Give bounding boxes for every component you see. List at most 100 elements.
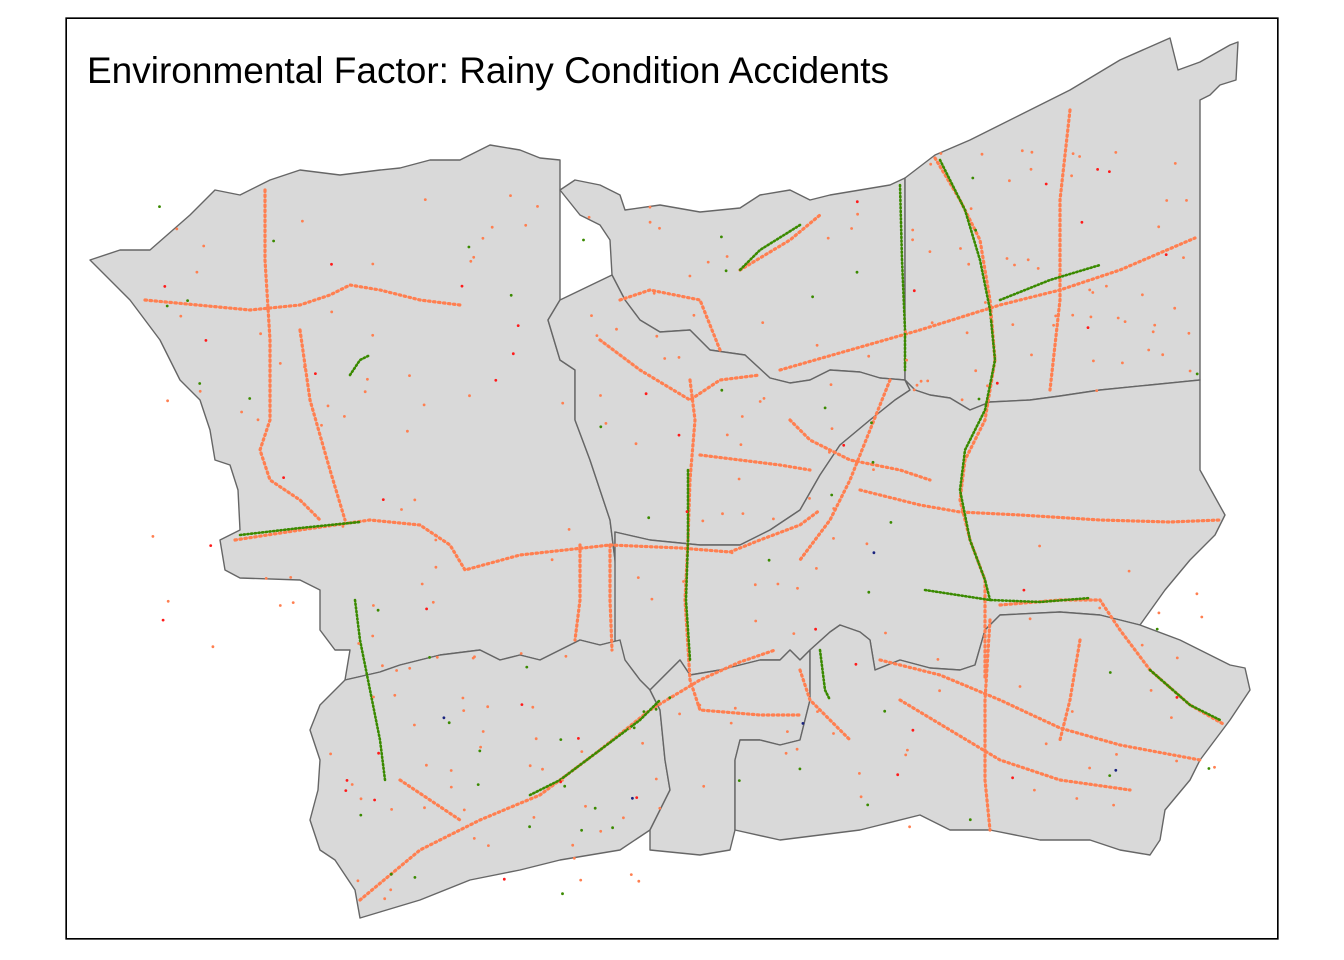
accident-point [240, 410, 244, 414]
accident-point [632, 726, 636, 730]
accident-point [965, 331, 969, 335]
accident-point [408, 666, 412, 670]
accident-point [541, 767, 544, 771]
accident-point [798, 767, 802, 771]
accident-point [435, 655, 439, 659]
accident-point [423, 198, 427, 202]
accident-point [938, 689, 941, 693]
accident-point [371, 634, 375, 638]
corridor-west-2 [298, 328, 347, 522]
accident-point [663, 357, 667, 360]
accident-point [692, 313, 696, 317]
accident-point [936, 658, 940, 661]
corridor-ne-diag [778, 236, 1197, 372]
accident-point [811, 295, 814, 299]
accident-point [720, 388, 724, 392]
accident-point [629, 873, 633, 876]
accident-point [449, 785, 453, 789]
accident-point [166, 599, 170, 603]
accident-point [291, 601, 295, 604]
accident-point [739, 443, 743, 446]
accident-point [1188, 369, 1192, 373]
corridor-green-nc [738, 223, 802, 272]
accident-point [363, 390, 367, 394]
corridor-ne-2 [1048, 108, 1072, 392]
accident-point [904, 330, 907, 334]
accident-point [372, 604, 375, 607]
corridor-sw-2 [398, 778, 462, 822]
accident-point [628, 727, 632, 730]
accident-point [1173, 306, 1177, 310]
accident-point [912, 388, 916, 392]
corridor-west-north [143, 283, 462, 312]
accident-point [1108, 671, 1112, 674]
accident-point [259, 332, 262, 336]
accident-point [198, 389, 202, 393]
accident-point [974, 369, 978, 373]
accident-point [1141, 293, 1144, 297]
accident-point [870, 421, 873, 425]
accident-point [911, 238, 914, 242]
accident-point [329, 752, 332, 756]
corridor-central-e [788, 418, 932, 482]
accident-point [1127, 569, 1131, 573]
corridor-green-w3 [353, 598, 387, 782]
accident-point [509, 293, 513, 297]
accident-point [528, 764, 532, 768]
accident-point [161, 618, 165, 622]
accident-point [1157, 225, 1161, 229]
district-south [734, 611, 1251, 856]
accident-point [559, 738, 563, 741]
accident-point [648, 220, 652, 224]
accident-point [163, 285, 167, 288]
accident-point [832, 507, 836, 510]
accident-point [1157, 611, 1161, 615]
accident-point [389, 888, 393, 892]
accident-point [654, 707, 658, 711]
accident-point [487, 844, 490, 847]
accident-point [721, 512, 724, 516]
corridor-w-vertical3 [608, 543, 614, 652]
accident-point [1123, 320, 1127, 323]
accident-point [604, 422, 608, 425]
accident-point [460, 284, 464, 288]
accident-point [1018, 685, 1022, 688]
accident-point [842, 443, 846, 447]
accident-point [795, 747, 799, 751]
accident-point [872, 468, 875, 471]
accident-point [729, 721, 733, 725]
accident-point [737, 779, 741, 782]
accident-point [1020, 149, 1024, 153]
accident-point [829, 383, 833, 386]
accident-point [377, 751, 380, 755]
accident-point [1173, 162, 1177, 165]
accident-point [422, 403, 426, 407]
accident-point [658, 806, 662, 810]
accident-point [815, 343, 819, 347]
accident-point [655, 334, 659, 338]
accident-point [406, 429, 409, 433]
accident-point [519, 652, 523, 655]
accident-point [1195, 372, 1199, 376]
accident-point [359, 813, 363, 817]
corridor-east-ew [858, 488, 1222, 524]
accident-point [1070, 710, 1074, 713]
accident-point [995, 381, 999, 385]
accident-point [974, 228, 977, 232]
accident-point [706, 260, 710, 264]
accident-point [520, 703, 524, 706]
accident-point [969, 207, 973, 211]
accident-point [867, 354, 871, 358]
accident-point [1052, 323, 1055, 327]
accident-point [615, 327, 618, 331]
corridor-green-nc-v [898, 183, 907, 372]
accident-point [796, 586, 799, 590]
accident-point [1071, 152, 1075, 156]
accident-point [587, 215, 591, 219]
accident-point [808, 497, 811, 500]
accident-point [481, 730, 485, 733]
accident-point [476, 783, 480, 786]
accident-point [772, 517, 775, 521]
accident-point [1028, 617, 1032, 621]
map-title: Environmental Factor: Rainy Condition Ac… [87, 50, 890, 91]
